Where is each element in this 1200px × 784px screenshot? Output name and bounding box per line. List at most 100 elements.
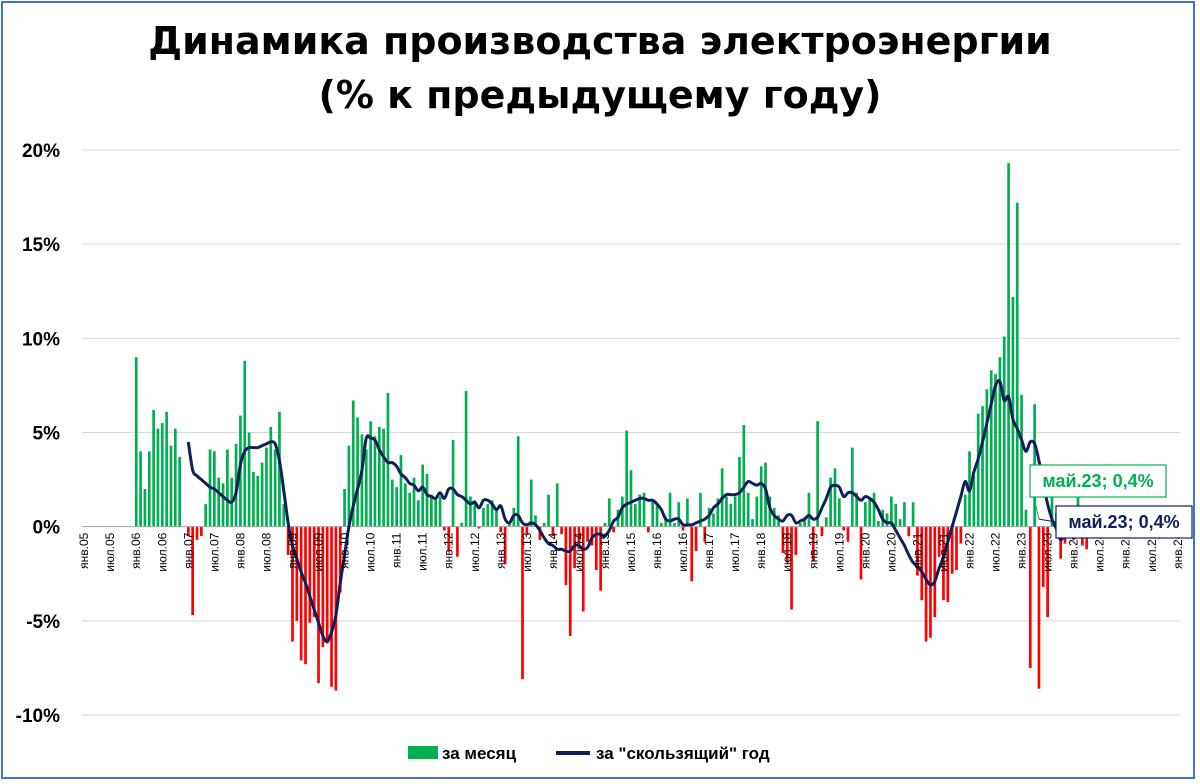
bar — [660, 522, 663, 527]
bar — [395, 487, 398, 527]
x-tick-label: янв.08 — [233, 532, 247, 569]
bar — [195, 526, 199, 540]
chart-title-block: Динамика производства электроэнергии (% … — [0, 14, 1200, 122]
bar — [885, 513, 889, 527]
bar — [612, 526, 615, 533]
x-tick-label: янв.06 — [129, 532, 143, 569]
bar — [790, 526, 793, 610]
bar — [1007, 163, 1010, 527]
bar — [547, 494, 550, 527]
bar — [551, 526, 555, 537]
bar — [252, 472, 255, 527]
bar — [733, 496, 737, 527]
x-tick-label: июл.19 — [832, 532, 846, 571]
bar — [903, 502, 906, 527]
bar — [495, 509, 498, 527]
bar — [204, 504, 208, 527]
bar — [638, 494, 642, 527]
bar — [338, 526, 342, 593]
bar — [1028, 526, 1032, 668]
bar — [134, 357, 138, 527]
x-tick-label: янв.23 — [1015, 532, 1029, 569]
bar — [647, 526, 650, 533]
bar — [382, 428, 385, 527]
bar — [260, 462, 264, 527]
bar — [955, 526, 958, 570]
bar — [226, 449, 229, 527]
x-tick-label: июл.22 — [989, 532, 1003, 571]
legend-swatch-bars — [408, 746, 438, 759]
bar — [456, 526, 459, 557]
bar — [716, 498, 720, 527]
x-tick-label: янв.11 — [390, 532, 404, 568]
bar — [317, 526, 320, 683]
bar — [542, 522, 546, 527]
annotation-label: май.23; 0,4% — [1068, 512, 1179, 532]
bar — [846, 526, 850, 542]
x-tick-label: июл.12 — [468, 532, 482, 571]
x-tick-label: янв.20 — [858, 532, 872, 569]
x-tick-label: янв.26 — [1171, 532, 1185, 569]
bar — [989, 370, 993, 527]
bar — [699, 492, 702, 527]
bar — [299, 526, 303, 661]
bar — [269, 426, 273, 527]
bar — [785, 526, 789, 563]
bar — [321, 526, 325, 648]
bar — [837, 498, 841, 527]
bar — [521, 526, 524, 680]
bar — [985, 389, 989, 527]
bar — [169, 445, 173, 527]
x-tick-label: янв.17 — [702, 532, 716, 569]
x-tick-label: янв.18 — [754, 532, 768, 569]
y-tick-label: 15% — [22, 235, 60, 256]
bar — [256, 475, 260, 527]
bar — [434, 498, 438, 527]
bar — [291, 526, 294, 642]
bar — [664, 517, 668, 527]
x-tick-label: июл.11 — [416, 532, 430, 571]
bar — [525, 526, 529, 535]
bar — [469, 496, 472, 527]
bar — [178, 456, 181, 527]
bar — [560, 526, 563, 535]
bar — [725, 496, 728, 527]
bar — [820, 526, 824, 537]
bar — [877, 521, 880, 527]
bar — [920, 526, 924, 601]
bar — [460, 522, 464, 527]
bar — [221, 483, 225, 527]
bar — [373, 436, 377, 527]
bar — [364, 449, 368, 527]
annotation-box — [1029, 464, 1167, 498]
bar — [686, 498, 689, 527]
bar — [273, 449, 277, 527]
bar — [798, 522, 802, 527]
bar — [1046, 526, 1049, 618]
bar — [894, 504, 898, 527]
bar — [386, 392, 390, 527]
bar — [746, 492, 750, 527]
bar — [781, 526, 785, 554]
bar — [1059, 526, 1062, 559]
x-tick-label: янв.19 — [806, 532, 820, 569]
annotation-box — [1055, 505, 1193, 539]
bar — [842, 526, 845, 531]
bar — [829, 477, 832, 527]
bar — [694, 526, 698, 552]
annotations: май.23; 0,4% май.23; 0,4% — [1029, 464, 1193, 539]
bar — [890, 496, 893, 527]
bar — [282, 504, 286, 527]
x-tick-label: июл.06 — [155, 532, 169, 571]
x-tick-label: июл.10 — [364, 532, 378, 571]
bar — [607, 498, 611, 527]
bar — [976, 413, 980, 527]
y-tick-label: 20% — [22, 141, 60, 162]
bar — [325, 526, 329, 644]
bar — [425, 473, 429, 527]
x-tick-label: июл.14 — [572, 532, 586, 571]
bar — [690, 526, 694, 582]
bar — [850, 447, 854, 527]
bar — [594, 526, 598, 570]
